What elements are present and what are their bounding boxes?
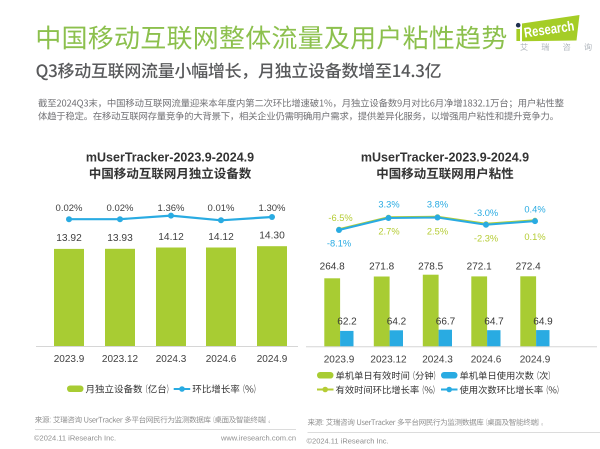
svg-text:2.5%: 2.5%	[427, 227, 448, 237]
svg-text:64.2: 64.2	[387, 317, 407, 328]
svg-text:2023.12: 2023.12	[370, 354, 407, 365]
svg-text:2024.6: 2024.6	[471, 354, 502, 365]
svg-text:272.1: 272.1	[467, 262, 492, 273]
svg-text:1.36%: 1.36%	[158, 203, 185, 214]
svg-text:13.92: 13.92	[56, 233, 82, 244]
svg-text:www.iresearch.com.cn: www.iresearch.com.cn	[220, 434, 296, 443]
svg-text:2.7%: 2.7%	[378, 227, 399, 237]
svg-text:3.3%: 3.3%	[378, 200, 399, 210]
svg-text:1.30%: 1.30%	[259, 203, 286, 214]
svg-text:0.02%: 0.02%	[56, 203, 83, 214]
svg-text:264.8: 264.8	[320, 262, 345, 273]
svg-text:Research: Research	[523, 17, 575, 40]
svg-text:2024.9: 2024.9	[520, 354, 551, 365]
svg-text:0.4%: 0.4%	[524, 205, 545, 215]
svg-text:0.1%: 0.1%	[524, 232, 545, 242]
svg-text:©2024.11 iResearch Inc.: ©2024.11 iResearch Inc.	[307, 437, 389, 446]
svg-text:mUserTracker-2023.9-2024.9: mUserTracker-2023.9-2024.9	[361, 151, 529, 165]
svg-text:14.30: 14.30	[259, 231, 285, 242]
svg-text:2024.3: 2024.3	[422, 354, 453, 365]
svg-text:2023.9: 2023.9	[324, 354, 355, 365]
svg-text:2024.9: 2024.9	[257, 354, 288, 365]
svg-text:14.12: 14.12	[158, 232, 184, 243]
svg-text:2024.3: 2024.3	[156, 354, 187, 365]
svg-text:64.7: 64.7	[484, 317, 504, 328]
svg-text:66.7: 66.7	[436, 317, 456, 328]
svg-text:2023.9: 2023.9	[54, 354, 85, 365]
svg-text:-3.0%: -3.0%	[474, 208, 498, 218]
svg-text:-6.5%: -6.5%	[328, 213, 352, 223]
svg-text:64.9: 64.9	[533, 317, 553, 328]
svg-text:2023.12: 2023.12	[102, 354, 139, 365]
svg-text:©2024.11 iResearch Inc.: ©2024.11 iResearch Inc.	[34, 434, 116, 443]
svg-text:13.93: 13.93	[107, 233, 133, 244]
svg-text:3.8%: 3.8%	[427, 200, 448, 210]
svg-text:-8.1%: -8.1%	[327, 239, 351, 249]
svg-text:272.4: 272.4	[516, 262, 541, 273]
svg-text:14.12: 14.12	[208, 232, 234, 243]
svg-text:mUserTracker-2023.9-2024.9: mUserTracker-2023.9-2024.9	[86, 151, 254, 165]
svg-text:62.2: 62.2	[337, 317, 357, 328]
svg-text:-2.3%: -2.3%	[474, 233, 498, 243]
svg-text:0.01%: 0.01%	[208, 203, 235, 214]
svg-text:0.02%: 0.02%	[107, 203, 134, 214]
svg-text:271.8: 271.8	[369, 262, 394, 273]
svg-text:2024.6: 2024.6	[206, 354, 237, 365]
svg-text:278.5: 278.5	[418, 262, 443, 273]
